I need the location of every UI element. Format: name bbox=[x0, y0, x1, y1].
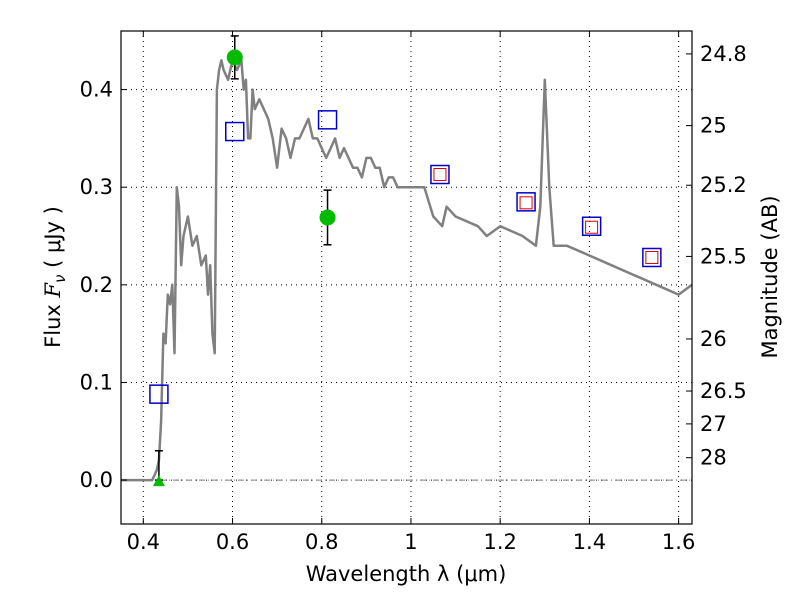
model-spectrum-group bbox=[121, 59, 693, 482]
y-axis-label-suffix: ( μJy ) bbox=[41, 206, 65, 274]
y-axis-label-subscript: ν bbox=[51, 275, 69, 283]
y-axis-label: Flux Fν ( μJy ) bbox=[41, 206, 69, 348]
magnitude-tick-label: 25 bbox=[700, 114, 727, 138]
model-photometry-inner-box bbox=[645, 250, 659, 264]
model-photometry-box bbox=[149, 384, 169, 404]
x-tick-label: 1.4 bbox=[573, 530, 606, 554]
model-photometry-box bbox=[225, 121, 245, 142]
magnitude-tick-label: 26 bbox=[700, 327, 727, 351]
axis-ticks: 0.4 0.6 0.8 1 1.2 1.4 1.6 0.0 0.1 0.2 0.3 0.4 24.8 25… bbox=[80, 31, 747, 554]
x-tick-label: 1 bbox=[404, 530, 417, 554]
x-tick-label: 0.4 bbox=[127, 530, 160, 554]
y-axis-label-prefix: Flux bbox=[41, 298, 65, 348]
x-tick-label: 0.6 bbox=[216, 530, 249, 554]
magnitude-tick-label: 28 bbox=[700, 446, 727, 470]
magnitude-tick-label: 26.5 bbox=[700, 379, 747, 403]
y-tick-label: 0.4 bbox=[80, 78, 113, 102]
model-photometry-inner-box bbox=[585, 220, 599, 234]
x-tick-label: 0.8 bbox=[305, 530, 338, 554]
magnitude-tick-label: 25.5 bbox=[700, 244, 747, 268]
model-photometry-box bbox=[642, 247, 662, 268]
model-photometry-box bbox=[581, 216, 602, 236]
model-photometry-box bbox=[516, 192, 536, 212]
detection-point bbox=[319, 209, 336, 226]
x-tick-label: 1.2 bbox=[483, 530, 516, 554]
magnitude-tick-label: 24.8 bbox=[700, 42, 747, 66]
magnitude-tick-label: 25.2 bbox=[700, 173, 747, 197]
y-tick-label: 0.3 bbox=[80, 175, 113, 199]
x-axis-label: Wavelength λ (μm) bbox=[306, 562, 507, 586]
model-photometry-inner-box bbox=[519, 196, 533, 210]
upper-limit-marker bbox=[152, 475, 165, 487]
model-photometry-inner-box bbox=[433, 168, 447, 182]
magnitude-axis-label: Magnitude (AB) bbox=[758, 195, 782, 358]
model-photometry-group bbox=[149, 110, 662, 404]
magnitude-tick-label: 27 bbox=[700, 412, 727, 436]
plot-frame bbox=[120, 30, 693, 525]
y-axis-label-symbol: F bbox=[41, 282, 65, 299]
x-tick-label: 1.6 bbox=[662, 530, 695, 554]
model-photometry-box bbox=[430, 164, 450, 185]
model-photometry-box bbox=[317, 110, 338, 130]
detection-point bbox=[226, 49, 243, 66]
detection-group bbox=[152, 49, 336, 487]
model-spectrum-line bbox=[121, 59, 693, 482]
y-tick-label: 0.0 bbox=[80, 468, 113, 492]
y-tick-label: 0.2 bbox=[80, 273, 113, 297]
y-tick-label: 0.1 bbox=[80, 370, 113, 394]
